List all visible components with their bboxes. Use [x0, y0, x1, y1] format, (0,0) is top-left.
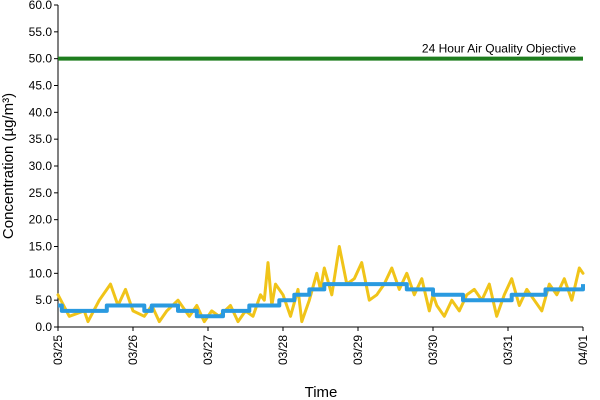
y-tick-label: 35.0 [29, 132, 53, 146]
y-tick-label: 55.0 [29, 25, 53, 39]
series-line-daily [58, 282, 585, 319]
y-axis-ticks: 0.0 5.0 10.0 15.0 20.0 25.0 30.0 35.0 40.0 45.0 50… [29, 0, 58, 334]
x-tick-label: 03/26 [126, 335, 140, 365]
y-tick-label: 25.0 [29, 186, 53, 200]
y-tick-label: 50.0 [29, 52, 53, 66]
y-tick-label: 5.0 [35, 293, 52, 307]
objective-annotation: 24 Hour Air Quality Objective [422, 42, 576, 56]
y-axis-title: Concentration (µg/m³) [0, 93, 17, 239]
x-axis-title: Time [305, 384, 338, 400]
x-tick-label: 03/28 [276, 335, 290, 365]
y-tick-label: 40.0 [29, 105, 53, 119]
y-tick-label: 30.0 [29, 159, 53, 173]
y-tick-label: 0.0 [35, 320, 52, 334]
y-tick-label: 10.0 [29, 266, 53, 280]
y-tick-label: 15.0 [29, 240, 53, 254]
x-tick-label: 03/29 [351, 335, 365, 365]
x-tick-label: 03/27 [201, 335, 215, 365]
x-tick-label: 03/30 [426, 335, 440, 365]
x-tick-label: 03/31 [501, 335, 515, 365]
y-tick-label: 45.0 [29, 79, 53, 93]
series-line-hourly [56, 245, 585, 324]
x-tick-label: 04/01 [576, 335, 590, 365]
y-tick-label: 20.0 [29, 213, 53, 227]
x-axis-ticks: 03/25 03/26 03/27 03/28 03/29 03/30 03/31 04/01 [51, 327, 590, 365]
x-tick-label: 03/25 [51, 335, 65, 365]
y-tick-label: 60.0 [29, 0, 53, 12]
